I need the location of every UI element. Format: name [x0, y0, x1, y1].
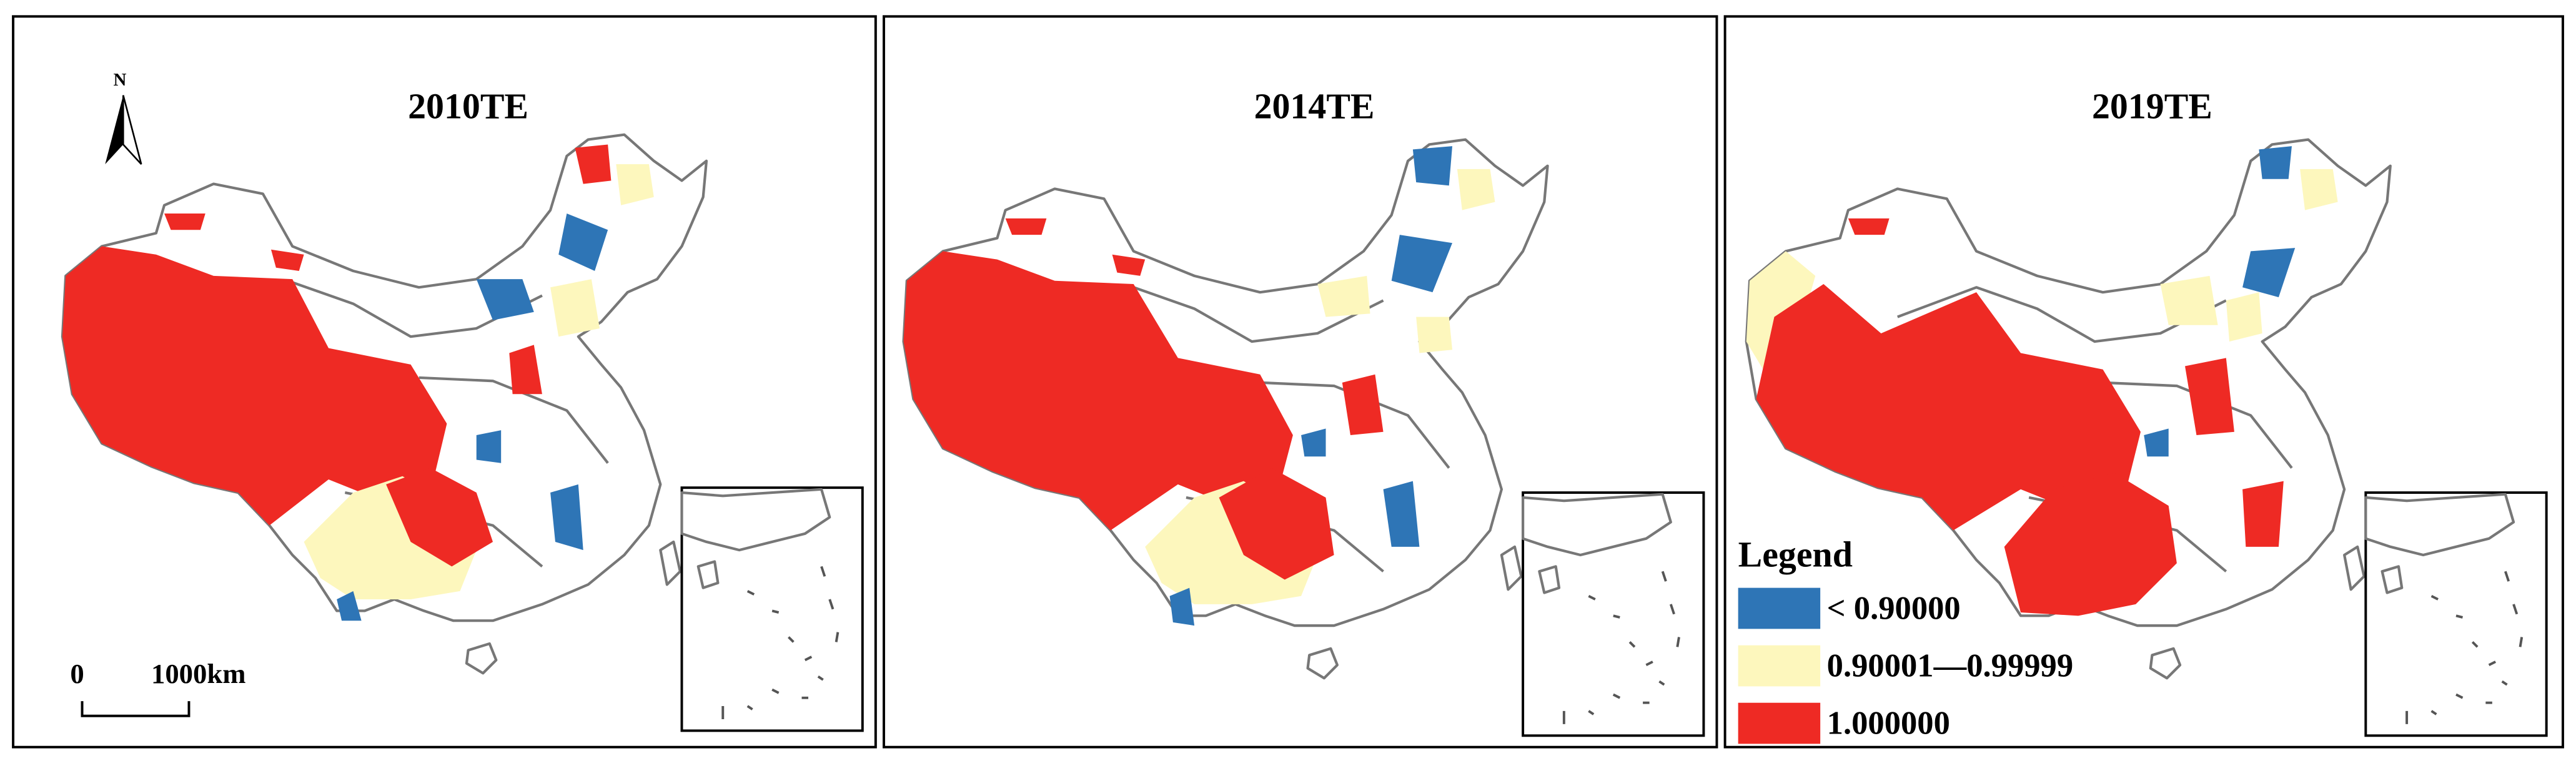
- legend-label: 0.90001—0.99999: [1827, 648, 2073, 684]
- map-panel: 2010TE N 0 1000km: [12, 15, 877, 749]
- panel-title: 2010TE: [408, 86, 528, 126]
- legend-label: 1.000000: [1827, 705, 1950, 742]
- region-red: [1005, 218, 1384, 580]
- inset-map: [681, 488, 862, 730]
- region-red: [903, 251, 1293, 531]
- map-panel: 2019TE Legend < 0.90000 0.90001—0.99999 1.…: [1723, 15, 2564, 749]
- region-red: [386, 468, 493, 567]
- region-red: [1848, 218, 2284, 616]
- inset-map: [2365, 493, 2546, 735]
- region-red: [62, 246, 447, 526]
- legend-title: Legend: [1738, 534, 1853, 574]
- region-blue: [337, 213, 608, 621]
- scale-end: 1000km: [151, 658, 246, 689]
- region-red: [1756, 284, 2141, 531]
- panel-title: 2019TE: [2092, 86, 2212, 126]
- legend-label: < 0.90000: [1827, 591, 1961, 627]
- north-label: N: [114, 70, 127, 90]
- region-blue: [2144, 146, 2296, 457]
- legend: Legend < 0.90000 0.90001—0.99999 1.000000: [1738, 534, 2073, 744]
- legend-swatch: [1738, 702, 1821, 744]
- region-yellow: [550, 164, 654, 337]
- legend-swatch: [1738, 587, 1821, 629]
- region-yellow: [2160, 169, 2338, 342]
- legend-swatch: [1738, 645, 1821, 687]
- scale-start: 0: [70, 658, 84, 689]
- panel-title: 2014TE: [1254, 86, 1375, 126]
- north-arrow: N: [105, 70, 142, 165]
- scale-bar: 0 1000km: [70, 658, 246, 717]
- region-yellow: [1416, 169, 1495, 353]
- region-yellow: [1145, 275, 1370, 604]
- inset-map: [1523, 493, 1703, 735]
- map-panel: 2014TE: [883, 15, 1718, 749]
